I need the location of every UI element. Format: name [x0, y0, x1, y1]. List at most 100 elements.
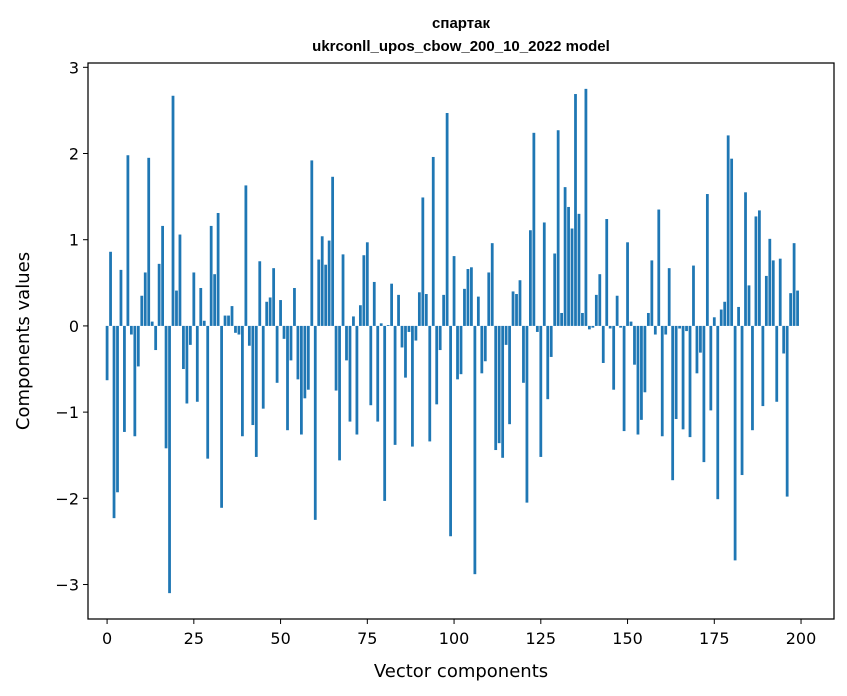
bar-140	[591, 325, 595, 328]
bar-145	[608, 325, 612, 329]
bar-126	[542, 222, 546, 326]
y-tick-label: −3	[55, 576, 79, 595]
x-tick-label: 25	[184, 629, 204, 648]
bar-12	[147, 157, 151, 326]
bar-81	[386, 325, 390, 326]
bar-73	[358, 305, 362, 326]
bar-151	[629, 321, 633, 326]
bar-177	[719, 309, 723, 326]
bar-190	[764, 275, 768, 326]
bar-78	[376, 325, 380, 422]
bar-172	[702, 325, 706, 463]
bar-7	[129, 325, 133, 335]
bar-159	[657, 209, 661, 326]
y-tick-label: 2	[69, 145, 79, 164]
bar-19	[171, 95, 175, 326]
bar-146	[612, 325, 616, 390]
bar-54	[293, 287, 296, 326]
bar-77	[372, 281, 376, 326]
bar-41	[247, 325, 251, 346]
bar-32	[216, 212, 220, 326]
bar-176	[716, 325, 720, 500]
bar-125	[539, 325, 543, 457]
bar-167	[685, 325, 688, 332]
bar-100	[452, 256, 456, 326]
x-tick-label: 125	[526, 629, 557, 648]
bar-197	[789, 293, 793, 326]
y-tick-label: 0	[69, 317, 79, 336]
bar-62	[320, 236, 324, 326]
bar-186	[751, 325, 754, 431]
bar-91	[421, 197, 425, 326]
chart-title-line2: ukrconll_upos_cbow_200_10_2022 model	[312, 38, 610, 55]
bar-24	[188, 325, 192, 345]
bar-75	[365, 242, 369, 326]
bar-111	[490, 243, 494, 326]
bar-170	[695, 325, 699, 374]
bar-66	[334, 325, 338, 391]
bar-43	[254, 325, 258, 457]
bar-95	[435, 325, 439, 405]
bar-132	[563, 187, 567, 326]
bar-33	[220, 325, 223, 508]
bar-34	[223, 315, 227, 326]
bar-161	[664, 325, 668, 335]
y-axis-label: Components values	[13, 252, 34, 430]
bar-30	[209, 225, 213, 326]
bar-76	[369, 325, 373, 406]
x-axis-label: Vector components	[374, 661, 548, 682]
x-axis-ticks: 0 25 50 75 100 125 150 175 200	[102, 619, 816, 648]
bar-162	[667, 268, 671, 326]
bar-104	[466, 269, 470, 326]
bar-173	[705, 194, 709, 326]
chart-title-line1: спартак	[432, 15, 490, 32]
y-tick-label: −1	[55, 403, 79, 422]
bar-133	[567, 206, 570, 326]
bar-48	[272, 268, 276, 326]
bar-51	[282, 325, 286, 339]
bar-23	[185, 325, 189, 404]
bar-59	[310, 160, 314, 326]
bar-117	[511, 291, 515, 326]
bar-169	[692, 265, 695, 326]
bar-174	[709, 325, 713, 411]
bar-4	[119, 269, 123, 326]
bar-157	[650, 260, 654, 326]
bar-5	[123, 325, 126, 432]
bar-96	[438, 325, 442, 351]
bar-101	[456, 325, 459, 380]
bar-168	[688, 325, 692, 438]
bar-107	[476, 296, 480, 326]
bar-1	[109, 251, 112, 326]
bar-17	[164, 325, 168, 449]
bar-192	[771, 260, 775, 326]
bar-150	[626, 242, 629, 326]
bar-46	[265, 301, 269, 326]
bar-148	[619, 325, 622, 328]
bar-149	[622, 325, 626, 432]
bar-139	[587, 325, 591, 330]
bar-2	[112, 325, 116, 519]
bar-44	[258, 261, 262, 326]
bar-164	[674, 325, 678, 420]
bar-191	[768, 238, 772, 326]
bar-181	[733, 325, 737, 561]
bar-49	[275, 325, 279, 383]
x-tick-label: 100	[439, 629, 470, 648]
bar-56	[300, 325, 303, 435]
bar-57	[303, 325, 307, 399]
bar-129	[553, 253, 557, 326]
bar-18	[168, 325, 171, 594]
bar-82	[390, 283, 393, 326]
bar-128	[549, 325, 553, 357]
bar-85	[400, 325, 404, 348]
bar-144	[605, 219, 609, 326]
bar-178	[723, 301, 727, 326]
bar-47	[268, 297, 272, 326]
y-tick-label: −2	[55, 489, 79, 508]
bar-80	[383, 325, 387, 501]
bar-10	[140, 295, 144, 326]
bar-163	[671, 325, 675, 481]
bar-6	[126, 155, 130, 326]
